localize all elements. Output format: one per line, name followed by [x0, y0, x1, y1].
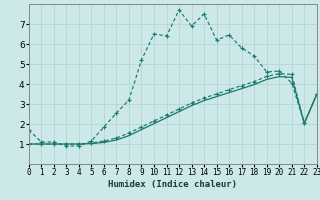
X-axis label: Humidex (Indice chaleur): Humidex (Indice chaleur)	[108, 180, 237, 189]
